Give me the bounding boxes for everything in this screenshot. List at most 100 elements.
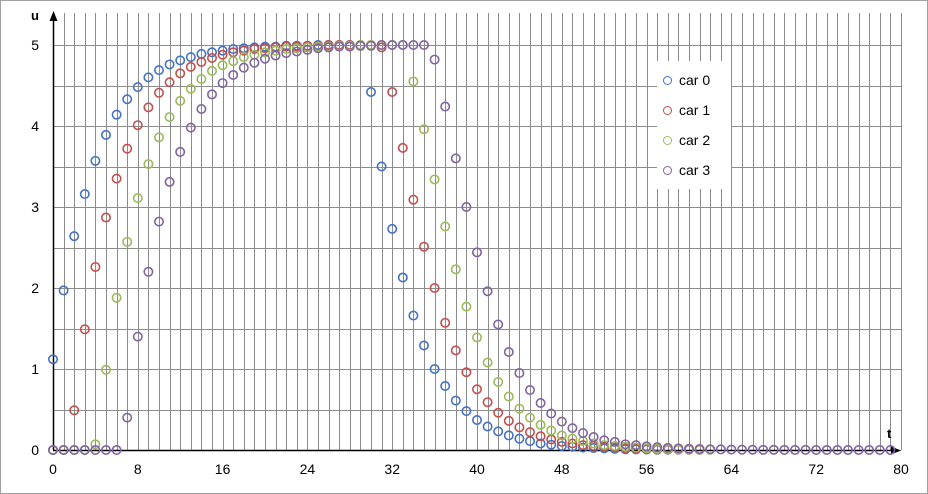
- data-point: [122, 94, 133, 105]
- data-point: [270, 45, 281, 56]
- data-point: [440, 317, 451, 328]
- data-point: [683, 443, 694, 454]
- data-point: [228, 69, 239, 80]
- data-point: [376, 39, 387, 50]
- data-point: [726, 444, 737, 455]
- data-point: [450, 264, 461, 275]
- legend-marker-icon: [663, 165, 672, 175]
- data-point: [90, 444, 101, 455]
- data-point: [821, 444, 832, 455]
- data-point: [270, 50, 281, 61]
- data-point: [101, 444, 112, 455]
- data-point: [344, 41, 355, 52]
- data-point: [228, 56, 239, 67]
- data-point: [90, 261, 101, 272]
- x-tick-label: 40: [469, 461, 485, 477]
- data-point: [154, 87, 165, 98]
- data-point: [238, 45, 249, 56]
- legend-label: car 3: [679, 162, 711, 178]
- y-tick-label: 2: [31, 280, 39, 296]
- data-point: [556, 416, 567, 427]
- data-point: [58, 444, 69, 455]
- data-point: [122, 236, 133, 247]
- data-point: [302, 44, 313, 55]
- data-point: [736, 444, 747, 455]
- data-point: [747, 444, 758, 455]
- legend-marker-icon: [663, 105, 672, 115]
- data-point: [556, 436, 567, 447]
- y-tick-label: 3: [31, 199, 39, 215]
- x-tick-label: 8: [134, 461, 142, 477]
- data-point: [556, 430, 567, 441]
- legend-item-car-1: car 1: [663, 95, 710, 125]
- data-point: [79, 444, 90, 455]
- data-point: [811, 444, 822, 455]
- data-point: [418, 340, 429, 351]
- x-tick-label: 24: [300, 461, 316, 477]
- data-point: [259, 53, 270, 64]
- data-point: [207, 89, 218, 100]
- x-tick-label: 72: [808, 461, 824, 477]
- data-point: [175, 68, 186, 79]
- data-point: [164, 59, 175, 70]
- data-point: [154, 216, 165, 227]
- data-point: [249, 44, 260, 55]
- data-point: [397, 142, 408, 153]
- data-point: [567, 423, 578, 434]
- data-point: [779, 444, 790, 455]
- data-point: [694, 444, 705, 455]
- data-point: [334, 41, 345, 52]
- data-point: [185, 52, 196, 63]
- data-point: [79, 324, 90, 335]
- data-point: [101, 129, 112, 140]
- data-point: [238, 52, 249, 63]
- data-point: [620, 439, 631, 450]
- data-point: [853, 444, 864, 455]
- data-point: [132, 82, 143, 93]
- data-point: [154, 132, 165, 143]
- data-point: [387, 223, 398, 234]
- data-point: [164, 112, 175, 123]
- data-point: [440, 381, 451, 392]
- data-point: [503, 391, 514, 402]
- data-point: [122, 143, 133, 154]
- data-point: [450, 153, 461, 164]
- data-point: [429, 174, 440, 185]
- data-point: [588, 432, 599, 443]
- data-point: [599, 440, 610, 451]
- data-point: [90, 439, 101, 450]
- data-point: [217, 78, 228, 89]
- data-point: [440, 221, 451, 232]
- data-point: [132, 120, 143, 131]
- data-point: [535, 438, 546, 449]
- data-point: [429, 363, 440, 374]
- data-point: [408, 310, 419, 321]
- legend-item-car-2: car 2: [663, 125, 710, 155]
- data-point: [312, 43, 323, 54]
- x-tick-label: 80: [893, 461, 909, 477]
- data-point: [630, 440, 641, 451]
- data-point: [217, 49, 228, 60]
- data-point: [154, 65, 165, 76]
- data-point: [758, 444, 769, 455]
- data-point: [47, 444, 58, 455]
- data-point: [387, 39, 398, 50]
- data-point: [397, 272, 408, 283]
- data-point: [567, 438, 578, 449]
- data-point: [471, 384, 482, 395]
- data-point: [69, 405, 80, 416]
- data-point: [609, 440, 620, 451]
- data-point: [185, 122, 196, 133]
- data-point: [249, 57, 260, 68]
- y-axis-arrow-icon: [49, 11, 58, 21]
- data-point: [450, 395, 461, 406]
- data-point: [885, 444, 896, 455]
- data-point: [101, 364, 112, 375]
- data-point: [842, 444, 853, 455]
- data-point: [652, 442, 663, 453]
- axes: [49, 11, 901, 455]
- data-point: [175, 55, 186, 66]
- data-point: [461, 202, 472, 213]
- y-tick-label: 5: [31, 37, 39, 53]
